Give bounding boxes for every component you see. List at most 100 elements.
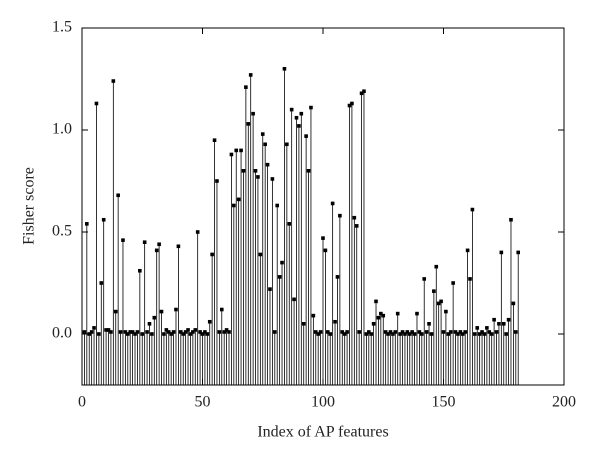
stem-marker bbox=[359, 91, 364, 96]
stem-marker bbox=[381, 313, 386, 318]
stem-marker bbox=[388, 330, 393, 334]
stem-marker bbox=[234, 148, 239, 153]
stem-marker bbox=[501, 322, 506, 326]
stem-marker bbox=[494, 330, 499, 334]
stem-marker bbox=[321, 236, 325, 240]
stem-marker bbox=[446, 332, 451, 336]
stem-marker bbox=[275, 203, 280, 208]
stem-marker bbox=[116, 193, 120, 198]
stem-marker bbox=[183, 330, 188, 334]
stem-marker bbox=[345, 330, 349, 334]
stem-marker bbox=[273, 330, 277, 334]
stem-marker bbox=[241, 169, 246, 173]
stem-marker bbox=[514, 330, 518, 334]
stem-marker bbox=[87, 332, 92, 336]
stem-marker bbox=[92, 326, 96, 330]
stem-marker bbox=[294, 115, 299, 120]
stem-marker bbox=[248, 73, 253, 77]
stem-marker bbox=[121, 238, 125, 242]
stem-marker bbox=[200, 332, 205, 336]
stem-marker bbox=[140, 332, 145, 336]
stem-marker bbox=[313, 330, 318, 334]
stem-marker bbox=[460, 332, 465, 336]
stem-marker bbox=[405, 330, 410, 334]
stem-marker bbox=[244, 85, 248, 89]
stem-marker bbox=[85, 222, 89, 226]
stem-marker bbox=[371, 322, 376, 326]
stem-marker bbox=[311, 313, 316, 318]
stem-marker bbox=[444, 309, 448, 314]
stem-marker bbox=[159, 309, 164, 314]
stem-marker bbox=[509, 217, 513, 222]
stem-marker bbox=[299, 111, 304, 116]
stem-marker bbox=[393, 330, 398, 334]
stem-marker bbox=[265, 162, 270, 167]
y-tick-label: 0.5 bbox=[52, 223, 72, 240]
stem-marker bbox=[106, 328, 111, 332]
stem-marker bbox=[277, 275, 282, 279]
stem-marker bbox=[113, 309, 118, 314]
stem-marker bbox=[101, 217, 106, 222]
stem-marker bbox=[410, 330, 414, 334]
stem-marker bbox=[152, 315, 157, 320]
stem-marker bbox=[280, 260, 284, 265]
stem-marker bbox=[195, 230, 200, 234]
stem-marker bbox=[352, 215, 357, 220]
stem-marker bbox=[154, 248, 159, 253]
stem-marker bbox=[338, 213, 342, 218]
stem-marker bbox=[142, 240, 147, 244]
stem-marker bbox=[188, 332, 193, 336]
stem-marker bbox=[376, 315, 381, 320]
stem-marker bbox=[318, 330, 323, 334]
stem-marker bbox=[205, 332, 210, 336]
stem-marker bbox=[207, 319, 212, 324]
stem-marker bbox=[186, 328, 190, 332]
stem-marker bbox=[482, 332, 487, 336]
stem-marker bbox=[350, 101, 354, 106]
stem-marker bbox=[176, 244, 181, 249]
stem-marker bbox=[191, 330, 195, 334]
stem-marker bbox=[511, 301, 516, 306]
stem-marker bbox=[357, 330, 361, 334]
stem-marker bbox=[439, 299, 443, 304]
stem-marker bbox=[340, 330, 345, 334]
stem-marker bbox=[198, 330, 202, 334]
stem-marker bbox=[289, 107, 294, 112]
stem-marker bbox=[270, 177, 275, 181]
stem-marker bbox=[364, 332, 369, 336]
stem-marker bbox=[104, 328, 108, 332]
stem-marker bbox=[94, 101, 99, 106]
stem-marker bbox=[97, 332, 101, 336]
stem-marker bbox=[451, 281, 455, 285]
stem-marker bbox=[306, 169, 311, 173]
stem-marker bbox=[282, 67, 287, 71]
stem-marker bbox=[219, 307, 224, 312]
stem-marker bbox=[333, 319, 337, 324]
stem-marker bbox=[236, 197, 241, 202]
stem-marker bbox=[128, 330, 132, 334]
stem-marker bbox=[162, 332, 166, 336]
stem-marker bbox=[133, 332, 137, 336]
stem-marker bbox=[135, 330, 140, 334]
stem-marker bbox=[297, 124, 301, 128]
stem-marker bbox=[138, 268, 142, 273]
stem-marker bbox=[458, 330, 463, 334]
stem-marker bbox=[379, 311, 383, 316]
stem-marker bbox=[516, 250, 521, 255]
stem-marker bbox=[227, 330, 231, 334]
stem-marker bbox=[326, 330, 330, 334]
stem-marker bbox=[125, 332, 130, 336]
stem-marker bbox=[465, 248, 470, 253]
stem-marker bbox=[473, 332, 477, 336]
stem-marker bbox=[99, 281, 104, 285]
stem-marker bbox=[427, 322, 431, 326]
stem-marker bbox=[224, 328, 229, 332]
stem-marker bbox=[477, 332, 482, 336]
stem-marker bbox=[504, 332, 508, 336]
stem-marker bbox=[432, 289, 436, 293]
stem-marker bbox=[499, 250, 504, 255]
stem-marker bbox=[292, 297, 296, 302]
stem-marker bbox=[369, 332, 373, 336]
stem-marker bbox=[468, 277, 472, 281]
